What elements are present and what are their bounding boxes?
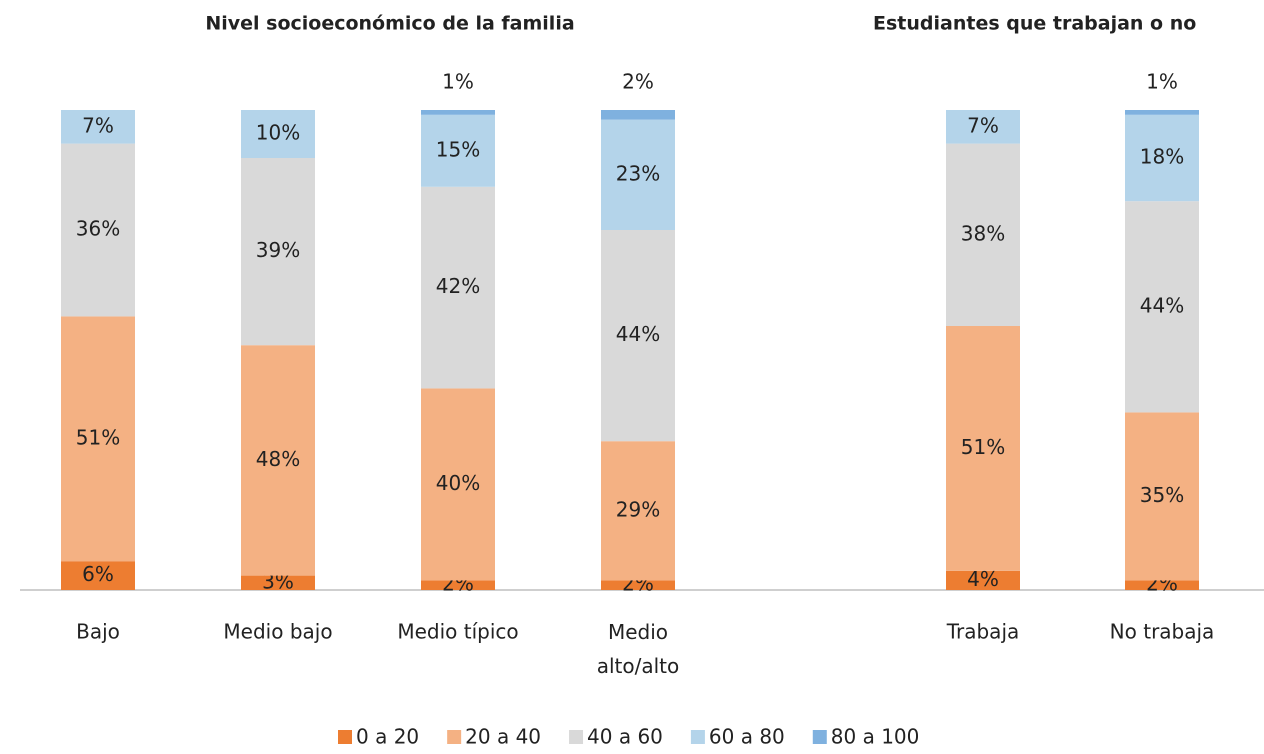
data-label: 7% [967,113,999,137]
data-label: 38% [961,221,1005,245]
data-label: 18% [1140,145,1184,169]
bar-segment [61,143,135,317]
bar-segment [601,230,675,442]
data-label: 4% [967,567,999,591]
bar-segment [946,570,1020,590]
legend-swatch [338,730,352,744]
data-label: 44% [1140,293,1184,317]
data-label: 39% [256,238,300,262]
legend-swatch [569,730,584,744]
legend-label: 80 a 100 [831,725,920,749]
bar-segment [241,575,315,590]
x-tick-label: Medio alto/alto [597,620,680,678]
data-label: 15% [436,137,480,161]
data-label: 29% [616,497,660,521]
bar-segment [946,143,1020,326]
data-label: 51% [76,425,120,449]
data-label: 48% [256,447,300,471]
bar-segment [241,158,315,346]
bar-segment [1125,110,1199,115]
bar-segment [421,114,495,187]
data-label: 40% [436,471,480,495]
x-tick-label: Medio bajo [223,620,332,644]
bar-segment [421,580,495,590]
bar-segment [601,110,675,120]
bar-segment [601,119,675,230]
legend-label: 20 a 40 [465,725,541,749]
bar-segment [61,316,135,562]
bar-segment [1125,412,1199,581]
bar-segment [946,326,1020,571]
bar-segment [241,110,315,158]
bar-segment [421,388,495,581]
data-label: 23% [616,161,660,185]
chart-title: Estudiantes que trabajan o no [873,13,1196,35]
bar-segment [946,110,1020,144]
legend-label: 40 a 60 [587,725,663,749]
bar-segment [601,441,675,581]
data-label: 1% [442,70,474,94]
data-label: 35% [1140,483,1184,507]
data-label: 2% [622,70,654,94]
x-tick-label-line: Medio [608,620,668,644]
data-label: 44% [616,322,660,346]
data-label: 42% [436,274,480,298]
data-label: 7% [82,113,114,137]
x-tick-label: Bajo [76,620,120,644]
x-tick-label-line: alto/alto [597,654,680,678]
legend-swatch [447,730,462,744]
data-label: 51% [961,435,1005,459]
legend-swatch [690,730,705,744]
bar-segment [601,580,675,590]
data-label: 10% [256,121,300,145]
data-label: 36% [76,217,120,241]
legend-swatch [812,730,827,744]
x-tick-label: Trabaja [946,620,1020,644]
bar-segment [421,186,495,389]
legend-label: 0 a 20 [356,725,419,749]
x-tick-label: Medio típico [397,620,518,644]
bar-segment [421,110,495,115]
data-label: 6% [82,562,114,586]
chart-title: Nivel socioeconómico de la familia [205,13,574,35]
bar-segment [1125,201,1199,413]
bar-segment [241,345,315,576]
legend-label: 60 a 80 [709,725,785,749]
x-tick-label: No trabaja [1110,620,1215,644]
bar-segment [61,110,135,144]
bar-segment [1125,114,1199,202]
bar-segment [61,561,135,590]
data-label: 1% [1146,70,1178,94]
bar-segment [1125,580,1199,590]
